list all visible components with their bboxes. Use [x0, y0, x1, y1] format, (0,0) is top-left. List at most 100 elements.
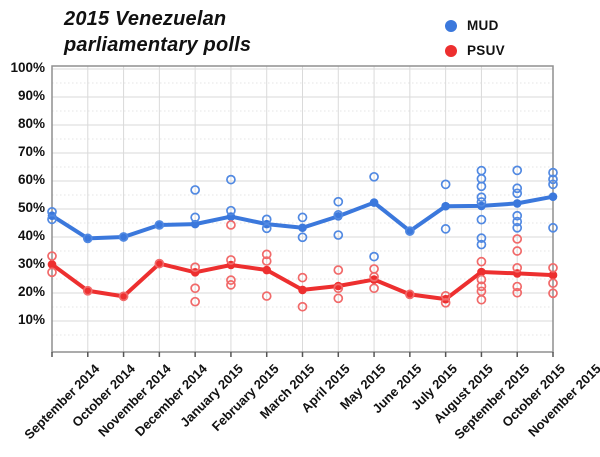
mud-legend-dot-icon [445, 19, 457, 32]
average-point-mud [369, 198, 379, 207]
average-point-psuv [333, 281, 343, 291]
poll-point-psuv [548, 278, 558, 289]
poll-point-mud [548, 174, 558, 185]
poll-point-psuv [512, 246, 523, 256]
poll-point-psuv [190, 296, 200, 307]
poll-point-mud [512, 165, 523, 176]
poll-point-mud [154, 220, 165, 230]
poll-point-psuv [82, 285, 93, 296]
poll-point-psuv [118, 291, 129, 302]
poll-point-mud [261, 214, 272, 225]
poll-point-psuv [47, 267, 57, 278]
poll-point-psuv [190, 283, 200, 294]
legend-item-psuv: PSUV [445, 38, 505, 63]
average-point-psuv [155, 259, 164, 268]
poll-point-psuv [476, 281, 487, 292]
average-point-mud [190, 219, 200, 229]
poll-point-psuv [512, 281, 523, 292]
average-point-psuv [477, 267, 486, 277]
legend: MUD PSUV [445, 13, 505, 63]
average-point-psuv [548, 270, 558, 280]
poll-point-psuv [333, 283, 344, 294]
poll-point-psuv [261, 291, 272, 301]
poll-point-psuv [226, 280, 236, 290]
mud-legend-label: MUD [467, 18, 499, 33]
poll-point-psuv [512, 262, 523, 273]
average-point-psuv [83, 286, 93, 296]
poll-point-mud [333, 210, 344, 220]
poll-point-psuv [440, 297, 451, 308]
poll-point-psuv [476, 274, 487, 285]
poll-point-psuv [154, 258, 165, 269]
poll-point-mud [512, 222, 523, 233]
poll-point-psuv [548, 288, 558, 299]
poll-point-mud [512, 216, 523, 227]
average-point-mud [155, 220, 164, 230]
poll-point-mud [226, 174, 236, 185]
poll-point-psuv [476, 294, 487, 305]
poll-point-mud [47, 214, 57, 225]
poll-point-psuv [405, 289, 415, 300]
chart-title-line2: parliamentary polls [64, 34, 252, 56]
poll-point-mud [261, 223, 272, 234]
poll-point-mud [548, 167, 558, 178]
poll-point-psuv [261, 249, 272, 260]
poll-point-psuv [369, 283, 379, 294]
average-point-mud [441, 201, 450, 211]
poll-point-mud [512, 210, 523, 221]
poll-point-psuv [226, 275, 236, 285]
poll-point-mud [512, 188, 523, 199]
average-point-mud [512, 199, 522, 208]
legend-item-mud: MUD [445, 13, 505, 38]
poll-point-psuv [297, 301, 308, 312]
poll-point-psuv [548, 262, 558, 273]
poll-point-mud [476, 192, 487, 203]
poll-point-mud [476, 239, 487, 250]
poll-point-psuv [190, 262, 200, 273]
average-point-mud [548, 192, 558, 201]
poll-point-psuv [261, 256, 272, 266]
poll-point-psuv [47, 251, 57, 261]
poll-point-mud [548, 179, 558, 190]
poll-point-mud [440, 179, 451, 190]
poll-point-psuv [333, 293, 344, 304]
poll-point-psuv [226, 220, 236, 230]
average-point-psuv [119, 292, 128, 301]
poll-point-mud [512, 183, 523, 194]
poll-point-mud [190, 185, 200, 195]
poll-point-mud [190, 212, 200, 223]
poll-point-psuv [440, 290, 451, 301]
poll-point-mud [476, 233, 487, 243]
poll-point-psuv [512, 287, 523, 298]
psuv-legend-label: PSUV [467, 43, 505, 58]
poll-point-mud [118, 232, 129, 242]
psuv-legend-dot-icon [445, 44, 457, 57]
poll-point-mud [297, 212, 308, 223]
average-point-mud [119, 232, 128, 242]
poll-point-mud [369, 251, 379, 262]
poll-point-mud [405, 226, 415, 236]
average-point-psuv [405, 290, 415, 299]
chart-title: 2015 Venezuelan parliamentary polls [64, 6, 251, 58]
poll-point-mud [476, 214, 487, 225]
average-point-mud [405, 226, 415, 236]
poll-point-psuv [226, 255, 236, 265]
poll-point-psuv [512, 234, 523, 244]
average-point-psuv [262, 265, 272, 275]
poll-point-psuv [369, 271, 379, 282]
average-point-mud [83, 234, 93, 243]
chart-title-line1: 2015 Venezuelan [64, 8, 227, 30]
poll-point-psuv [333, 265, 344, 275]
poll-point-mud [476, 197, 487, 207]
poll-point-mud [548, 222, 558, 233]
poll-point-mud [369, 171, 379, 182]
poll-point-psuv [297, 272, 308, 283]
average-point-psuv [47, 260, 57, 269]
poll-point-mud [333, 196, 344, 207]
poll-point-psuv [476, 256, 487, 267]
average-point-mud [298, 223, 307, 233]
average-point-psuv [298, 285, 307, 295]
poll-point-mud [82, 233, 93, 244]
